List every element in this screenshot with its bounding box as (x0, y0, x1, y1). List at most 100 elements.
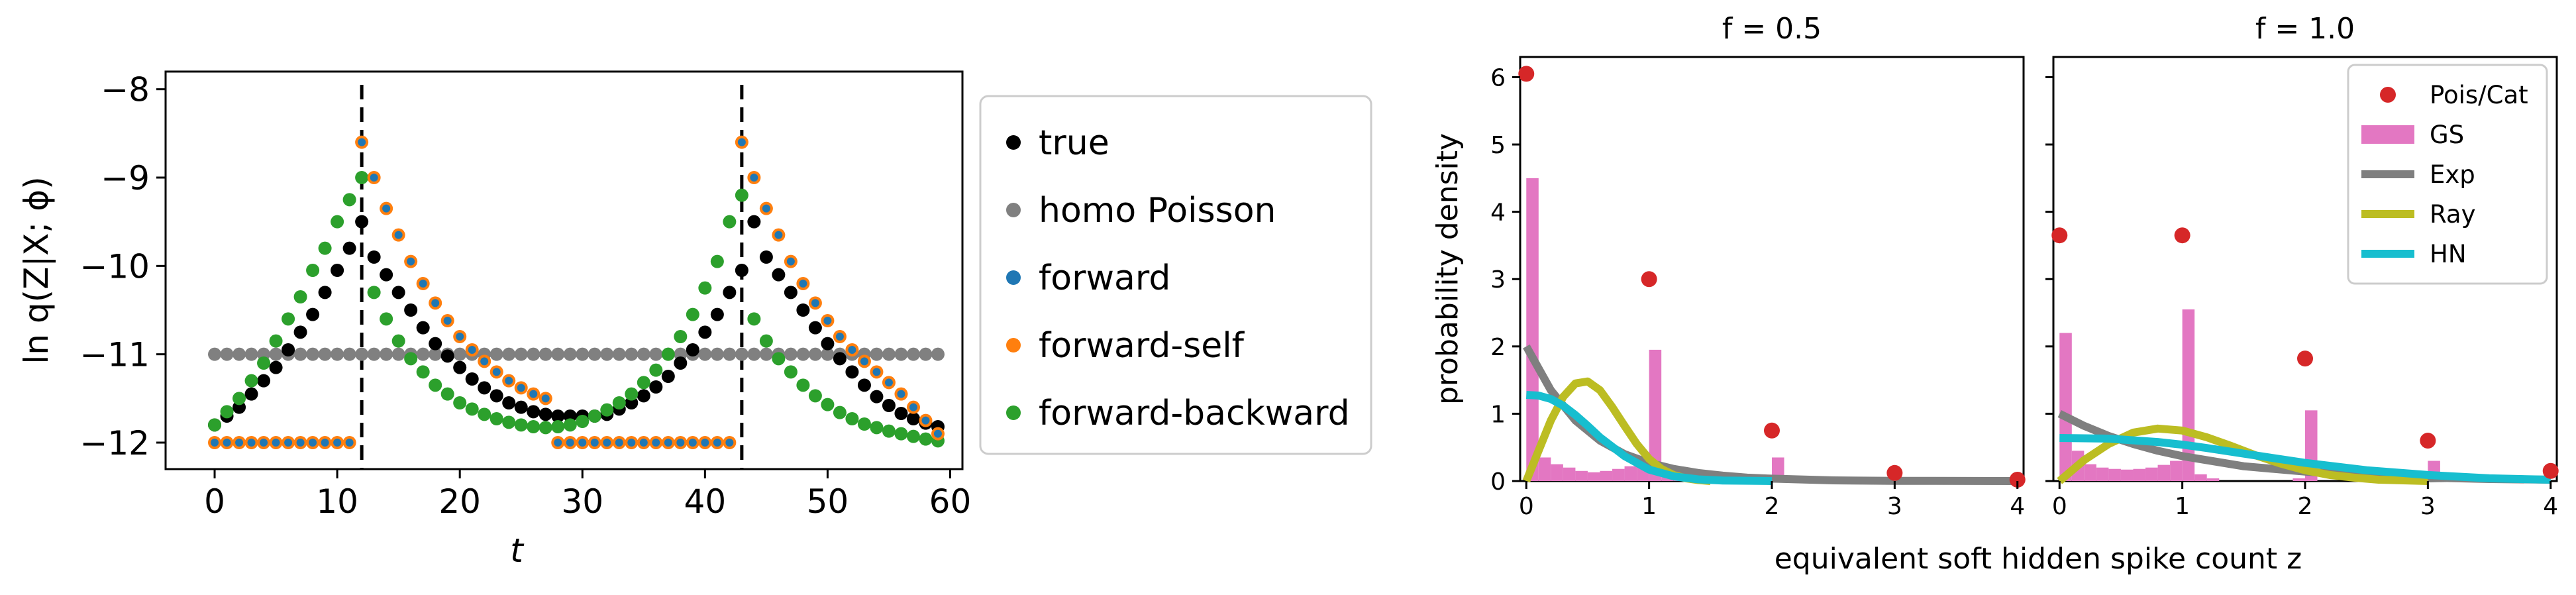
left-point-forward (407, 257, 415, 266)
gs-histogram-bar (2170, 460, 2183, 481)
left-point-forward (284, 439, 293, 447)
gs-histogram-bar (1538, 457, 1551, 481)
gs-histogram-bar (2084, 464, 2096, 481)
left-legend-label: forward-self (1039, 326, 1245, 366)
left-point-true (282, 343, 295, 356)
y-tick-label: 2 (1490, 334, 1506, 361)
left-point-forward-backward (576, 415, 590, 428)
left-point-true (416, 321, 430, 335)
left-point-forward (737, 138, 746, 146)
left-point-homo-Poisson (919, 347, 933, 361)
left-point-forward-backward (625, 387, 639, 401)
left-point-forward-backward (355, 171, 369, 184)
panel-f10-title: f = 1.0 (2255, 12, 2355, 46)
left-point-forward-backward (833, 406, 847, 419)
left-x-tick-label: 60 (929, 482, 972, 521)
left-point-forward (688, 439, 697, 447)
x-tick-label: 4 (2010, 493, 2025, 520)
left-x-tick-label: 50 (807, 482, 849, 521)
x-tick-label: 1 (2175, 493, 2190, 520)
left-point-forward-backward (416, 365, 430, 379)
left-point-forward (786, 257, 795, 266)
left-point-forward (456, 333, 464, 341)
pois-cat-point (2297, 351, 2313, 367)
left-point-forward-backward (674, 330, 688, 343)
left-point-homo-Poisson (735, 347, 748, 361)
left-point-forward (260, 439, 268, 447)
left-point-homo-Poisson (220, 347, 234, 361)
left-point-true (269, 360, 283, 374)
pois-cat-point (1886, 464, 1903, 481)
left-point-true (906, 412, 920, 425)
left-point-forward-backward (269, 334, 283, 348)
left-point-homo-Poisson (244, 347, 258, 361)
left-point-homo-Poisson (747, 347, 761, 361)
left-y-tick-label: −8 (101, 71, 150, 109)
left-y-tick-label: −9 (101, 159, 150, 197)
left-point-true (489, 389, 503, 403)
left-point-true (440, 349, 454, 363)
left-point-forward (235, 439, 244, 447)
left-x-axis-title: t (510, 531, 525, 570)
left-point-homo-Poisson (318, 347, 332, 361)
left-point-true (723, 286, 737, 299)
left-point-forward-backward (342, 193, 356, 207)
left-point-true (478, 381, 491, 395)
left-point-homo-Poisson (331, 347, 344, 361)
left-point-forward-backward (440, 387, 454, 401)
left-legend-marker (1006, 270, 1021, 285)
left-point-homo-Poisson (576, 347, 590, 361)
left-point-homo-Poisson (232, 347, 246, 361)
left-point-true (857, 378, 871, 392)
gs-histogram-bar (1649, 349, 1662, 481)
pois-cat-point (2009, 471, 2026, 488)
left-point-true (808, 321, 822, 335)
panel-f05: 0 1 2 3 4 0 1 2 3 4 5 6 (1490, 64, 2026, 520)
x-tick-label: 3 (2420, 493, 2436, 520)
pois-cat-point (1518, 66, 1535, 82)
left-point-forward (627, 439, 636, 447)
left-point-true (514, 400, 528, 414)
pois-cat-point (2051, 227, 2068, 244)
gs-histogram-bar (2157, 464, 2171, 481)
left-point-true (257, 374, 271, 388)
left-point-true (527, 405, 541, 419)
pois-cat-point (2420, 433, 2436, 449)
left-point-forward-backward (232, 392, 246, 406)
left-point-forward (639, 439, 648, 447)
left-point-true (735, 264, 748, 277)
left-point-true (784, 286, 798, 299)
left-point-true (710, 307, 724, 321)
left-legend-marker (1006, 406, 1021, 420)
left-point-forward-backward (429, 378, 442, 392)
left-point-forward-backward (870, 421, 884, 435)
left-point-homo-Poisson (612, 347, 626, 361)
left-point-forward-backward (637, 376, 650, 390)
left-point-forward (884, 378, 893, 387)
right-legend-marker-point (2380, 87, 2396, 103)
left-point-forward (848, 346, 856, 354)
gs-histogram-bar (2059, 333, 2072, 481)
x-tick-label: 2 (1765, 493, 1780, 520)
left-point-forward (468, 346, 476, 354)
left-point-true (894, 407, 908, 420)
y-tick-label: 0 (1490, 468, 1506, 496)
left-point-forward (517, 384, 525, 392)
left-point-true (698, 325, 712, 339)
left-point-true (465, 372, 479, 386)
pois-cat-point (2542, 462, 2559, 479)
left-point-forward-backward (453, 396, 467, 409)
left-point-true (551, 409, 565, 423)
left-legend-label: forward (1039, 258, 1170, 298)
left-point-forward-backward (906, 429, 920, 443)
left-point-forward-backward (293, 290, 307, 303)
gs-histogram-bar (2206, 478, 2220, 481)
right-legend-marker-patch (2361, 125, 2414, 144)
left-point-forward (897, 390, 905, 398)
left-point-true (342, 241, 356, 255)
left-x-tick-label: 40 (684, 482, 727, 521)
left-point-homo-Poisson (355, 347, 369, 361)
left-point-forward-backward (220, 405, 234, 419)
left-point-forward (554, 439, 562, 447)
